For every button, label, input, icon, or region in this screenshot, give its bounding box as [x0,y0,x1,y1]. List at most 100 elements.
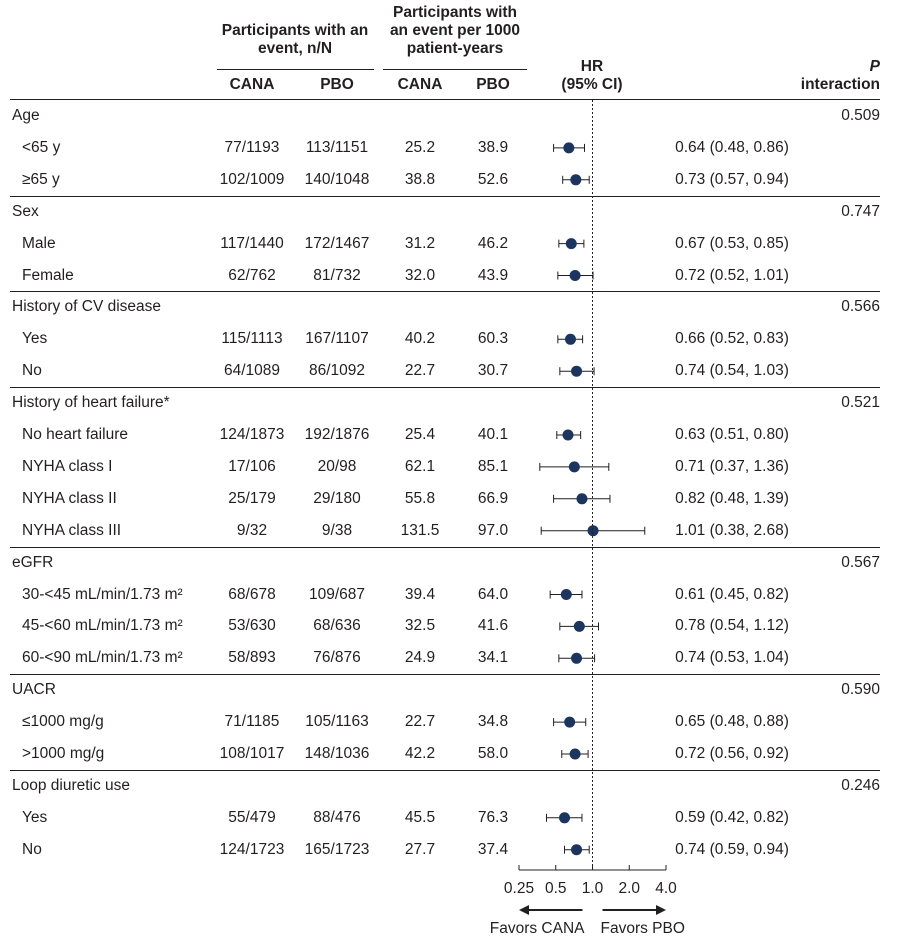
cana-events: 17/106 [228,457,276,475]
hr-ci-text: 0.78 (0.54, 1.12) [675,617,789,635]
cana-rate: 38.8 [404,170,436,188]
hr-ci-text: 0.66 (0.52, 0.83) [675,330,789,348]
pbo-rate: 85.1 [477,457,509,475]
cana-rate: 27.7 [404,840,436,858]
pbo-rate: 40.1 [477,426,509,443]
pbo-rate: 38.9 [477,138,509,156]
pbo-rate: 37.4 [477,840,509,858]
header-group-rate: Participants with an event per 1000 pati… [389,4,521,57]
subgroup-label: Yes [22,808,48,826]
p-interaction: 0.566 [841,298,880,316]
pbo-events: 113/1151 [305,138,369,156]
cana-events: 124/1723 [219,840,285,858]
subgroup-label: 30-<45 mL/min/1.73 m² [22,585,183,603]
subgroup-label: ≤1000 mg/g [22,713,104,731]
subgroup-label: NYHA class III [22,521,122,539]
header-underline-events [217,69,374,70]
group-label: eGFR [12,553,54,571]
group-label: Age [12,107,40,124]
group-label: History of CV disease [12,298,162,316]
cana-events: 117/1440 [220,234,284,252]
hr-point [571,652,583,664]
hr-point [565,238,577,250]
hr-ci-text: 0.63 (0.51, 0.80) [675,426,789,443]
cana-rate: 31.2 [404,234,436,252]
pbo-events: 29/180 [313,489,361,507]
hr-ci-text: 1.01 (0.38, 2.68) [675,521,789,539]
hr-ci-text: 0.67 (0.53, 0.85) [675,234,789,252]
pbo-rate: 46.2 [477,234,509,252]
hr-point [569,748,581,760]
favors-cana-label: Favors CANA [490,920,585,937]
cana-rate: 42.2 [404,745,436,762]
pbo-events: 148/1036 [304,745,370,762]
subgroup-label: NYHA class I [22,457,113,475]
cana-rate: 62.1 [404,457,436,475]
hr-point [573,620,585,632]
cana-events: 62/762 [228,266,276,284]
subgroup-label: <65 y [22,138,61,156]
pbo-rate: 52.6 [477,170,509,188]
cana-events: 55/479 [228,808,276,826]
pbo-events: 86/1092 [308,362,366,380]
subgroup-label: ≥65 y [22,170,60,188]
cana-events: 77/1193 [224,138,280,156]
cana-rate: 25.2 [404,138,436,156]
group-label: UACR [12,681,56,699]
hr-ci-text: 0.64 (0.48, 0.86) [675,138,789,156]
header-p-sub: interaction [800,76,880,93]
hr-point [564,716,576,728]
group-divider [10,769,880,771]
hr-point [562,429,574,441]
pbo-rate: 43.9 [477,266,509,284]
pbo-rate: 34.1 [477,649,509,667]
p-interaction: 0.590 [841,681,880,699]
pbo-rate: 41.6 [477,617,509,635]
p-interaction: 0.509 [841,107,880,124]
pbo-rate: 34.8 [477,713,509,731]
group-label: Sex [12,202,39,220]
pbo-events: 105/1163 [305,713,369,731]
hr-point [587,525,599,537]
hr-point [570,174,582,186]
pbo-rate: 60.3 [477,330,509,348]
cana-events: 108/1017 [219,745,285,762]
group-divider [10,195,880,197]
hr-ci-text: 0.65 (0.48, 0.88) [675,713,789,731]
hr-point [563,142,575,154]
pbo-events: 81/732 [313,266,361,284]
hr-ci-text: 0.61 (0.45, 0.82) [675,585,789,603]
x-tick-label: 0.25 [504,880,534,897]
cana-rate: 32.5 [404,617,436,635]
subgroup-label: 45-<60 mL/min/1.73 m² [22,617,183,635]
hr-ci-text: 0.74 (0.54, 1.03) [675,362,789,380]
pbo-events: 76/876 [313,649,361,667]
hr-point [571,844,583,856]
pbo-rate: 64.0 [477,585,509,603]
subgroup-label: No [22,362,42,380]
pbo-events: 167/1107 [305,330,369,348]
hr-ci-text: 0.74 (0.53, 1.04) [675,649,789,667]
hr-ci-text: 0.82 (0.48, 1.39) [675,489,789,507]
header-group-events: Participants with an event, n/N [221,22,369,57]
cana-rate: 131.5 [400,521,440,539]
hr-point [560,589,572,600]
cana-rate: 32.0 [404,266,436,284]
cana-events: 58/893 [228,649,276,667]
cana-events: 9/32 [236,521,268,539]
pbo-rate: 30.7 [477,362,509,380]
header-pbo-events: PBO [320,76,354,93]
subgroup-label: Yes [22,330,48,348]
cana-rate: 22.7 [404,362,436,380]
header-hr-title: HR [580,58,604,75]
cana-events: 25/179 [228,489,276,507]
pbo-events: 88/476 [313,808,361,826]
p-interaction: 0.747 [841,202,880,220]
header-rule [10,99,880,100]
pbo-rate: 58.0 [477,745,509,762]
group-divider [10,291,880,293]
favors-pbo-label: Favors PBO [601,920,685,937]
subgroup-label: No heart failure [22,426,128,443]
header-hr-sub: (95% CI) [561,76,623,93]
pbo-events: 109/687 [308,585,366,603]
